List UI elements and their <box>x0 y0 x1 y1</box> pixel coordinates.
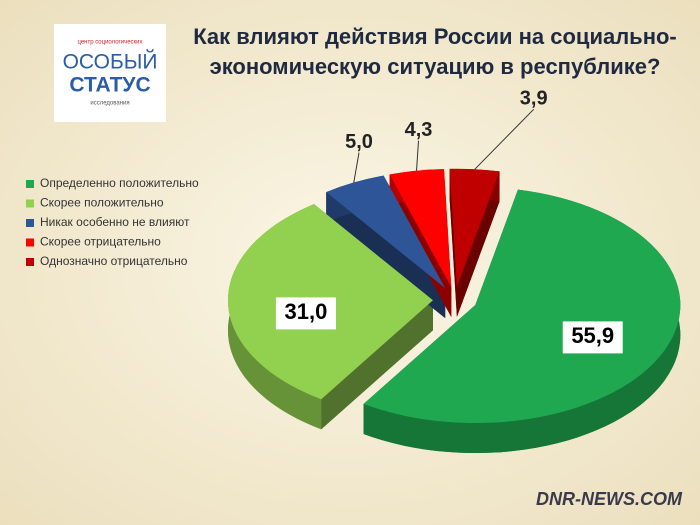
logo-box <box>54 24 166 122</box>
leader-line <box>353 152 360 183</box>
value-label: 55,9 <box>571 323 614 348</box>
logo-top: центр социологических <box>77 40 142 46</box>
value-label: 4,3 <box>405 119 433 141</box>
slice <box>326 175 446 289</box>
leader-line <box>416 140 420 171</box>
leader-line <box>474 108 535 170</box>
value-label: 31,0 <box>285 299 328 324</box>
watermark: DNR-NEWS.COM <box>536 489 683 509</box>
legend-label: Никак особенно не влияют <box>40 215 190 229</box>
legend-swatch <box>26 199 34 208</box>
value-label: 3,9 <box>520 88 548 110</box>
slice <box>449 168 500 287</box>
slice-rim <box>363 189 681 454</box>
logo-line2: СТАТУС <box>69 74 150 97</box>
legend-label: Определенно положительно <box>40 176 199 190</box>
value-label-box <box>562 321 623 354</box>
legend-label: Скорее положительно <box>40 196 164 210</box>
value-label: 5,0 <box>345 131 373 153</box>
legend-label: Однозначно отрицательно <box>40 254 188 268</box>
slice-wall <box>456 171 500 317</box>
slice <box>363 189 681 424</box>
logo-line1: ОСОБЫЙ <box>63 50 158 74</box>
legend-swatch <box>26 180 34 188</box>
value-label-box <box>275 297 336 330</box>
slice-wall <box>449 168 457 317</box>
slice <box>389 169 452 287</box>
legend-swatch <box>26 219 34 227</box>
chart-title: Как влияют действия России на социально-… <box>193 24 677 79</box>
title-box: Как влияют действия России на социально-… <box>193 24 677 79</box>
legend-label: Скорее отрицательно <box>40 235 161 249</box>
logo-bottom: исследования <box>90 101 129 107</box>
slice-wall <box>321 300 434 430</box>
legend-swatch <box>26 258 34 266</box>
legend-swatch <box>26 238 34 247</box>
